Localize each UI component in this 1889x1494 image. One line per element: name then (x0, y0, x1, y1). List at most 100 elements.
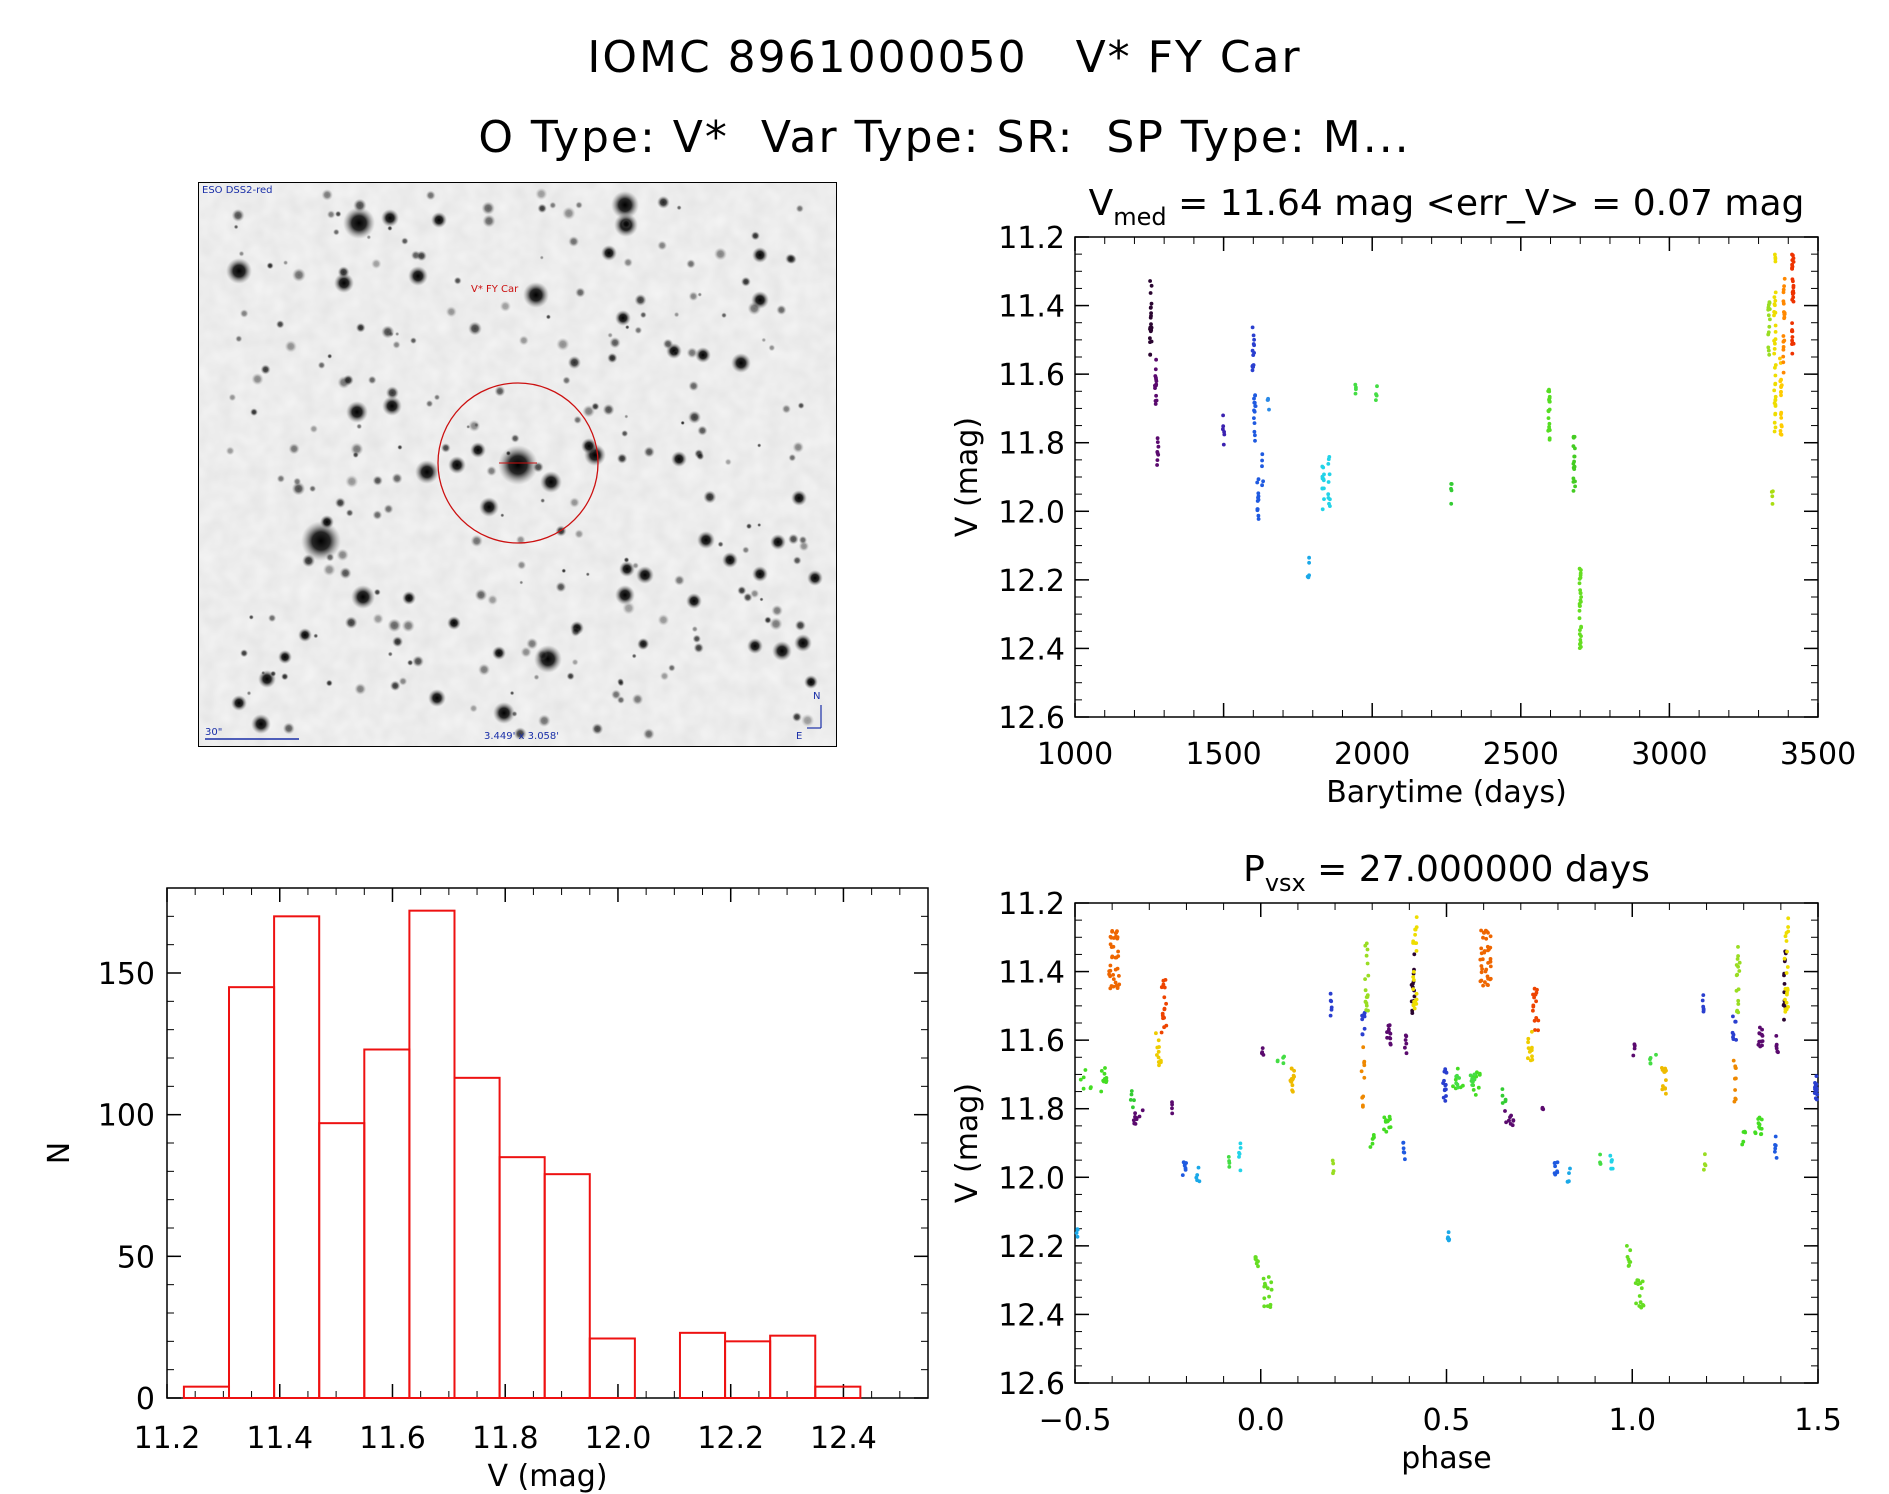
data-point (1250, 325, 1255, 330)
data-point (1772, 302, 1777, 307)
data-point (1772, 338, 1776, 343)
data-point (1547, 399, 1552, 404)
data-point (1149, 301, 1154, 306)
data-point (1511, 1118, 1516, 1122)
data-point (1736, 1002, 1741, 1006)
star (494, 385, 506, 397)
star (771, 604, 783, 617)
star (326, 210, 336, 219)
data-point (1571, 435, 1576, 440)
data-point (1363, 988, 1368, 993)
data-point (1386, 1023, 1391, 1028)
data-point (1115, 936, 1120, 941)
star (639, 311, 647, 319)
star (566, 672, 575, 681)
star (381, 209, 399, 227)
x-tick-label: 11.2 (134, 1421, 201, 1456)
data-point (1129, 1089, 1134, 1093)
data-point (1154, 383, 1158, 388)
star (634, 293, 647, 307)
data-point (1262, 1296, 1267, 1301)
y-tick-label: 12.6 (998, 1367, 1065, 1402)
data-point (1532, 1018, 1537, 1023)
data-point (1446, 1230, 1451, 1235)
data-point (1773, 259, 1778, 264)
data-point (1790, 341, 1795, 346)
star (276, 474, 286, 483)
data-point (1790, 335, 1795, 339)
x-tick-label: 12.2 (697, 1421, 764, 1456)
star (453, 276, 462, 285)
data-point (1773, 1146, 1778, 1151)
data-point (1307, 573, 1311, 578)
data-point (1633, 1281, 1638, 1285)
scale-label: 30" (205, 727, 223, 738)
data-point (1664, 1078, 1668, 1082)
data-point (1353, 391, 1358, 396)
data-point (1660, 1087, 1665, 1092)
star (231, 208, 245, 222)
data-point (1577, 646, 1582, 650)
light-curve-plot: 1000 1500 2000 2500 3000 3500 11.2 11.4 11.6 11.8… (950, 183, 1856, 810)
data-point (1374, 398, 1378, 402)
data-point (1503, 1109, 1507, 1113)
data-point (1157, 1063, 1161, 1068)
data-point (1155, 450, 1160, 454)
data-point (1307, 560, 1311, 565)
star (569, 497, 580, 508)
east-label: E (796, 731, 803, 742)
data-point (1648, 1056, 1653, 1060)
star (321, 189, 333, 201)
y-tick-label: 12.2 (998, 564, 1065, 599)
data-point (1526, 1046, 1531, 1050)
data-point (1449, 486, 1453, 491)
data-point (1282, 1054, 1286, 1059)
star (575, 201, 583, 209)
data-point (1156, 452, 1161, 457)
star (686, 259, 696, 269)
data-point (1701, 1008, 1706, 1012)
star (240, 649, 249, 658)
y-tick-label: 100 (98, 1099, 155, 1134)
x-tick-label: 12.0 (585, 1421, 652, 1456)
data-point (1546, 389, 1551, 393)
star (266, 262, 274, 270)
data-point (1579, 625, 1583, 630)
data-point (1776, 1050, 1780, 1055)
data-point (1579, 595, 1583, 599)
star (317, 361, 326, 370)
star (334, 210, 342, 218)
data-point (1774, 1042, 1779, 1047)
data-point (1262, 1284, 1267, 1289)
phased-light-curve-plot: −0.5 0.0 0.5 1.0 1.5 11.2 11.4 11.6 11.8 12.0 12.2… (950, 849, 1842, 1476)
data-point (1290, 1088, 1294, 1093)
data-point (1362, 1026, 1367, 1031)
star (392, 340, 401, 349)
data-point (1791, 260, 1796, 264)
data-point (1577, 581, 1582, 586)
data-point (1702, 1167, 1706, 1172)
data-point (1813, 1096, 1818, 1101)
star (248, 614, 254, 620)
plot-title: Pvsx = 27.000000 days (1243, 849, 1650, 897)
data-point (1383, 1119, 1388, 1123)
data-point (1479, 970, 1484, 975)
star (291, 481, 306, 496)
data-point (1781, 370, 1786, 375)
star (656, 195, 670, 209)
title-text: = 27.000000 days (1306, 849, 1650, 890)
data-point (1326, 457, 1331, 462)
data-point (1403, 1038, 1408, 1042)
star (228, 393, 237, 402)
data-point (1322, 497, 1326, 501)
data-point (1328, 991, 1333, 996)
data-point (1157, 1060, 1162, 1064)
data-point (1074, 1231, 1079, 1235)
star (673, 574, 685, 586)
data-point (1785, 965, 1790, 969)
star (609, 337, 621, 349)
star (697, 531, 715, 549)
data-point (1773, 252, 1777, 257)
star (353, 198, 367, 213)
data-point (1113, 980, 1118, 985)
